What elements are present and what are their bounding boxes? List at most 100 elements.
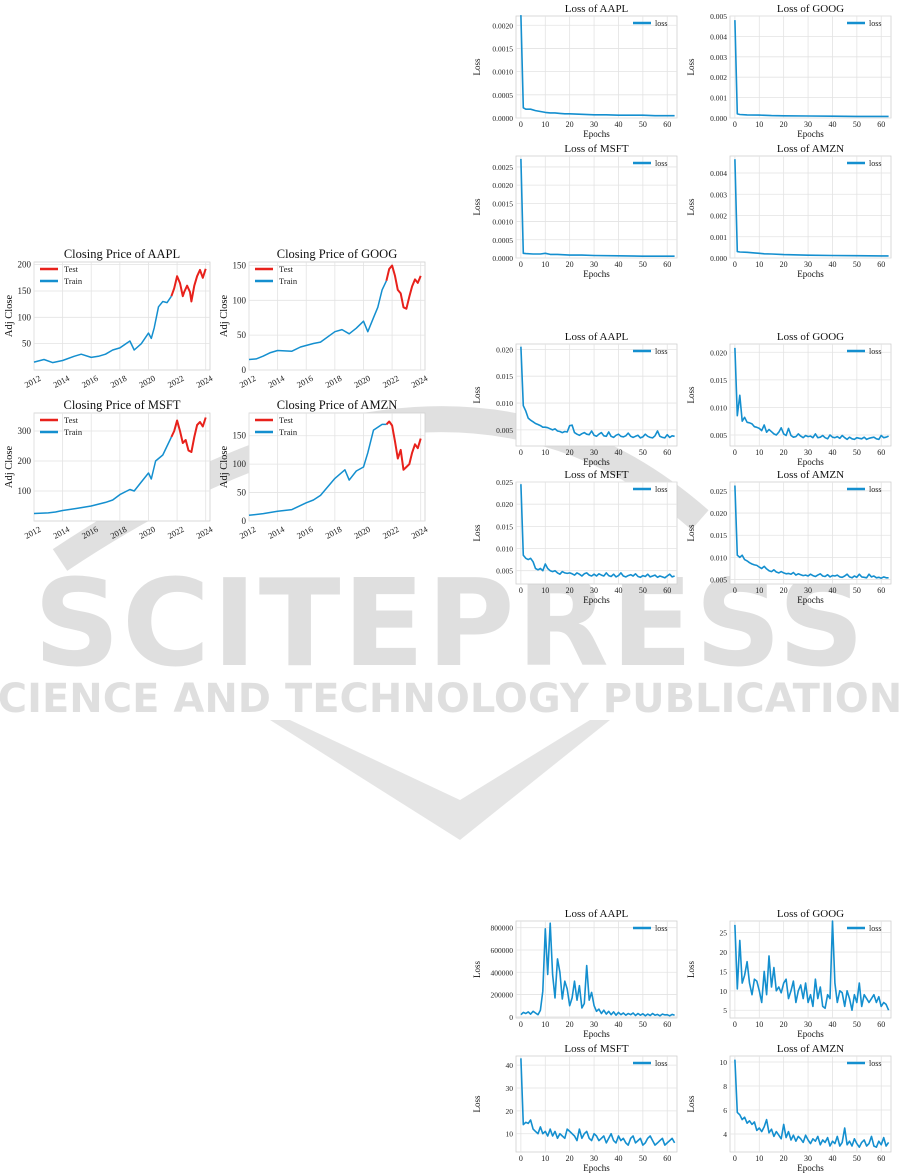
x-tick-label: 40 (614, 260, 622, 269)
y-tick-label: 0.015 (710, 531, 727, 540)
y-axis-label: Adj Close (219, 295, 230, 338)
chart-title: Loss of AMZN (777, 143, 844, 155)
x-tick-label: 20 (780, 1154, 788, 1163)
chart-title: Loss of MSFT (564, 143, 628, 155)
x-tick-label: 20 (566, 260, 574, 269)
legend-label: loss (869, 159, 881, 168)
chart-title: Loss of MSFT (564, 1043, 628, 1055)
x-tick-label: 2014 (51, 524, 71, 541)
x-axis-label: Epochs (583, 1163, 610, 1173)
x-tick-label: 2018 (109, 524, 129, 541)
x-tick-label: 20 (566, 1020, 574, 1029)
x-tick-label: 0 (733, 1020, 737, 1029)
series-line-loss (734, 20, 889, 118)
y-tick-label: 100 (18, 312, 32, 322)
x-tick-label: 2024 (194, 524, 214, 541)
y-tick-label: 0.0000 (492, 114, 513, 123)
x-tick-label: 40 (828, 448, 836, 457)
legend-label: loss (655, 924, 667, 933)
chart-loss-msft-2: 0 10 20 30 40 50 60 0.005 0.010 0.015 0.020 0.025 lo… (472, 469, 678, 605)
y-tick-label: 0.020 (496, 500, 513, 509)
legend-label: loss (869, 924, 881, 933)
x-tick-label: 20 (780, 586, 788, 595)
y-axis-label: Loss (686, 58, 696, 76)
y-tick-label: 0.0015 (492, 199, 513, 208)
chart-loss-msft-3: 0 10 20 30 40 50 60 10 20 30 40 loss Loss of MSFT Epo… (472, 1043, 678, 1173)
x-tick-label: 2018 (324, 373, 344, 390)
x-tick-label: 10 (755, 260, 763, 269)
chart-loss-amzn-3: 0 10 20 30 40 50 60 4 6 8 10 loss Loss of AMZN Epochs… (686, 1043, 892, 1173)
x-tick-label: 2024 (194, 373, 214, 390)
y-tick-label: 200 (18, 260, 32, 270)
series-line-train (248, 423, 387, 517)
y-tick-label: 200000 (491, 991, 514, 1000)
x-tick-label: 40 (828, 260, 836, 269)
y-tick-label: 50 (237, 330, 247, 340)
x-tick-label: 50 (639, 1154, 647, 1163)
x-tick-label: 2018 (109, 373, 129, 390)
series-line-loss (520, 158, 675, 257)
x-tick-label: 50 (853, 1020, 861, 1029)
chart-title: Closing Price of GOOG (277, 247, 397, 261)
watermark-sub-text: SCIENCE AND TECHNOLOGY PUBLICATIONS (0, 676, 901, 722)
y-tick-label: 0.0025 (492, 163, 513, 172)
plot-area (248, 412, 426, 522)
y-tick-label: 10 (720, 1058, 728, 1067)
x-tick-label: 2022 (166, 524, 186, 541)
x-axis-label: Epochs (583, 129, 610, 139)
x-tick-label: 40 (828, 1154, 836, 1163)
y-tick-label: 800000 (491, 924, 514, 933)
x-tick-label: 2022 (381, 524, 401, 541)
y-tick-label: 0.001 (710, 233, 727, 242)
x-tick-label: 30 (590, 260, 598, 269)
x-axis-label: Epochs (583, 595, 610, 605)
x-tick-label: 30 (804, 1154, 812, 1163)
y-tick-label: 0.0020 (492, 21, 513, 30)
x-tick-label: 2016 (80, 373, 100, 390)
y-tick-label: 0.015 (496, 372, 513, 381)
y-tick-label: 25 (720, 929, 728, 938)
x-tick-label: 2024 (409, 373, 429, 390)
y-tick-label: 30 (506, 1084, 514, 1093)
plot-area (729, 481, 892, 585)
x-tick-label: 50 (639, 448, 647, 457)
plot-area (515, 343, 678, 447)
y-tick-label: 6 (723, 1106, 727, 1115)
chart-closing-price-goog: 2012 2014 2016 2018 2020 2022 2024 0 50 100 150 Tes… (219, 247, 430, 390)
plot-area (729, 920, 892, 1019)
y-tick-label: 100 (233, 459, 247, 469)
series-line-test (170, 417, 207, 453)
y-axis-label: Loss (686, 524, 696, 542)
y-tick-label: 100 (18, 486, 32, 496)
x-tick-label: 2024 (409, 524, 429, 541)
x-axis-label: Epochs (583, 1029, 610, 1039)
y-tick-label: 0.025 (710, 487, 727, 496)
y-tick-label: 0.001 (710, 94, 727, 103)
x-tick-label: 40 (828, 1020, 836, 1029)
x-tick-label: 2014 (51, 373, 71, 390)
x-tick-label: 50 (853, 260, 861, 269)
x-tick-label: 60 (663, 1154, 671, 1163)
x-axis-label: Epochs (797, 129, 824, 139)
y-tick-label: 0.004 (710, 32, 727, 41)
x-tick-label: 60 (877, 586, 885, 595)
plot-area (729, 1055, 892, 1153)
chart-loss-goog-1: 0 10 20 30 40 50 60 0.000 0.001 0.002 0.003 0.004 0.… (686, 3, 892, 139)
y-tick-label: 400000 (491, 968, 514, 977)
x-tick-label: 2014 (266, 373, 286, 390)
y-tick-label: 0.0010 (492, 218, 513, 227)
legend-label: Train (279, 427, 298, 437)
y-axis-label: Loss (686, 198, 696, 216)
chart-loss-msft-1: 0 10 20 30 40 50 60 0.0000 0.0005 0.0010 0.0015 0.0… (472, 143, 678, 279)
y-tick-label: 8 (723, 1082, 727, 1091)
x-tick-label: 30 (804, 120, 812, 129)
series-line-test (170, 268, 207, 303)
legend-label: loss (869, 19, 881, 28)
y-axis-label: Loss (472, 524, 482, 542)
y-tick-label: 0.000 (710, 114, 727, 123)
series-line-loss (734, 485, 889, 579)
chart-title: Loss of AMZN (777, 1043, 844, 1055)
x-tick-label: 60 (663, 448, 671, 457)
y-tick-label: 40 (506, 1061, 514, 1070)
y-tick-label: 10 (720, 987, 728, 996)
